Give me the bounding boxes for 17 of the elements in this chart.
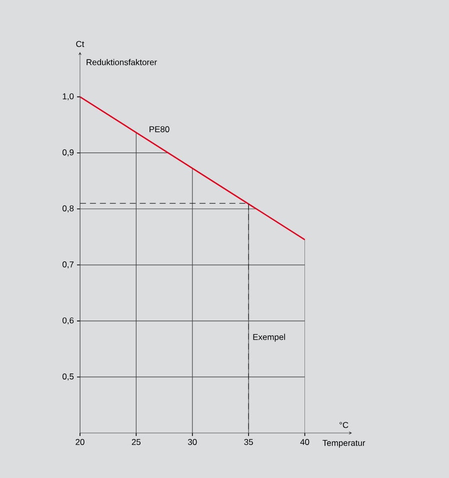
annotation: Exempel xyxy=(253,334,285,342)
x-tick-label: 20 xyxy=(76,439,84,445)
x-axis-title: °C xyxy=(340,422,348,428)
y-axis-title: Ct xyxy=(76,40,84,47)
y-tick-label: 1,0 xyxy=(62,93,74,100)
y-tick-label: 0,7 xyxy=(62,261,74,268)
x-tick-label: 30 xyxy=(188,439,197,445)
x-tick-label: 25 xyxy=(132,439,141,445)
x-tick-label: 40 xyxy=(300,439,310,445)
x-tick-label: 35 xyxy=(244,439,253,445)
text: Temperatur xyxy=(322,440,366,448)
series-label: PE80 xyxy=(150,126,170,132)
y-tick-label: 0,6 xyxy=(62,317,74,324)
y-tick-label: 0,5 xyxy=(62,373,74,380)
y-tick-label: 0,9 xyxy=(62,149,74,156)
annotation: Reduktionsfaktorer xyxy=(86,58,157,66)
y-tick-label: 0,8 xyxy=(62,205,74,212)
